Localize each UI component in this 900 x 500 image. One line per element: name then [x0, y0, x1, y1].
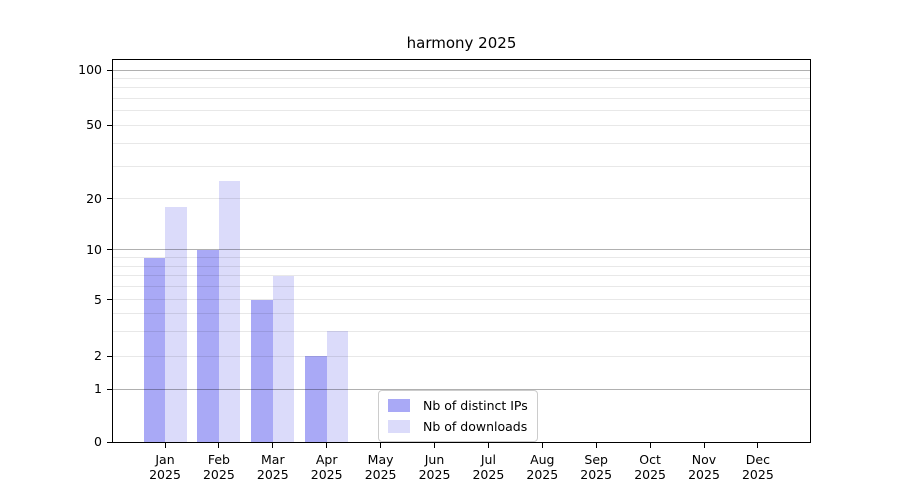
y-tick-label-20: 20 — [86, 190, 102, 206]
gridline-minor-60 — [113, 110, 810, 112]
bar-distinct-ips-apr-2025 — [305, 356, 327, 442]
legend-swatch-downloads — [388, 420, 410, 433]
y-tick-label-100: 100 — [78, 62, 102, 77]
x-tick-mark — [326, 443, 328, 448]
gridline-minor-5 — [113, 299, 810, 301]
y-tick-label-50: 50 — [86, 117, 102, 132]
bar-downloads-mar-2025 — [272, 275, 295, 442]
y-tick-mark — [107, 355, 113, 357]
gridline-minor-40 — [113, 142, 810, 144]
gridline-major-100 — [113, 69, 810, 71]
gridline-minor-80 — [113, 87, 810, 89]
legend: Nb of distinct IPs Nb of downloads — [378, 390, 538, 442]
x-tick-mark — [164, 443, 166, 448]
x-tick-label-feb-2025: Feb 2025 — [202, 452, 235, 482]
gridline-major-1 — [113, 388, 810, 390]
x-tick-label-oct-2025: Oct 2025 — [634, 452, 666, 482]
gridline-minor-4 — [113, 313, 810, 315]
legend-label-downloads: Nb of downloads — [423, 419, 528, 434]
gridline-minor-2 — [113, 355, 810, 357]
x-tick-mark — [380, 443, 382, 448]
plot-area: Nb of distinct IPs Nb of downloads — [112, 59, 811, 443]
y-tick-label-0: 0 — [94, 434, 102, 449]
bar-downloads-jan-2025 — [165, 206, 187, 442]
x-tick-label-mar-2025: Mar 2025 — [256, 452, 289, 482]
x-tick-label-sep-2025: Sep 2025 — [580, 452, 613, 482]
gridline-major-10 — [113, 249, 810, 251]
gridline-minor-9 — [113, 257, 810, 259]
x-tick-mark — [649, 443, 651, 448]
gridline-minor-50 — [113, 124, 810, 126]
y-tick-mark — [107, 299, 113, 301]
gridline-minor-8 — [113, 265, 810, 267]
x-tick-label-apr-2025: Apr 2025 — [310, 452, 343, 482]
y-tick-mark — [107, 441, 113, 443]
y-tick-label-2: 2 — [94, 348, 102, 363]
y-tick-label-10: 10 — [86, 241, 102, 257]
legend-item-downloads: Nb of downloads — [388, 418, 528, 435]
x-tick-label-dec-2025: Dec 2025 — [741, 452, 774, 482]
bar-distinct-ips-feb-2025 — [197, 250, 219, 442]
gridline-minor-20 — [113, 198, 810, 200]
legend-label-distinct-ips: Nb of distinct IPs — [423, 398, 528, 413]
x-tick-mark — [272, 443, 274, 448]
x-tick-label-nov-2025: Nov 2025 — [688, 452, 720, 482]
x-tick-mark — [487, 443, 489, 448]
gridline-minor-70 — [113, 97, 810, 99]
y-tick-mark — [107, 69, 113, 71]
gridline-minor-30 — [113, 165, 810, 167]
y-tick-label-1: 1 — [94, 381, 102, 396]
bar-distinct-ips-jan-2025 — [143, 257, 165, 442]
y-tick-mark — [107, 388, 113, 390]
x-tick-mark — [434, 443, 435, 448]
x-tick-label-may-2025: May 2025 — [364, 452, 397, 482]
y-tick-mark — [107, 249, 113, 251]
gridline-minor-90 — [113, 77, 810, 79]
x-tick-mark — [757, 443, 759, 448]
x-tick-label-aug-2025: Aug 2025 — [526, 452, 559, 482]
bar-distinct-ips-mar-2025 — [251, 300, 273, 442]
bar-downloads-apr-2025 — [326, 331, 349, 442]
x-tick-mark — [703, 443, 705, 448]
gridline-minor-7 — [113, 275, 810, 277]
y-tick-mark — [107, 198, 113, 200]
legend-item-distinct-ips: Nb of distinct IPs — [388, 397, 528, 414]
gridline-minor-3 — [113, 330, 810, 332]
x-tick-mark — [541, 443, 543, 448]
x-tick-label-jun-2025: Jun 2025 — [418, 452, 451, 482]
x-tick-label-jul-2025: Jul 2025 — [472, 452, 505, 482]
bar-downloads-feb-2025 — [218, 180, 241, 442]
legend-swatch-distinct-ips — [388, 399, 410, 412]
x-tick-mark — [595, 443, 597, 448]
chart-title: harmony 2025 — [406, 34, 517, 52]
x-tick-mark — [218, 443, 220, 448]
gridline-minor-6 — [113, 286, 810, 288]
x-tick-label-jan-2025: Jan 2025 — [149, 452, 181, 482]
y-tick-label-5: 5 — [94, 291, 102, 307]
y-tick-mark — [107, 124, 113, 126]
